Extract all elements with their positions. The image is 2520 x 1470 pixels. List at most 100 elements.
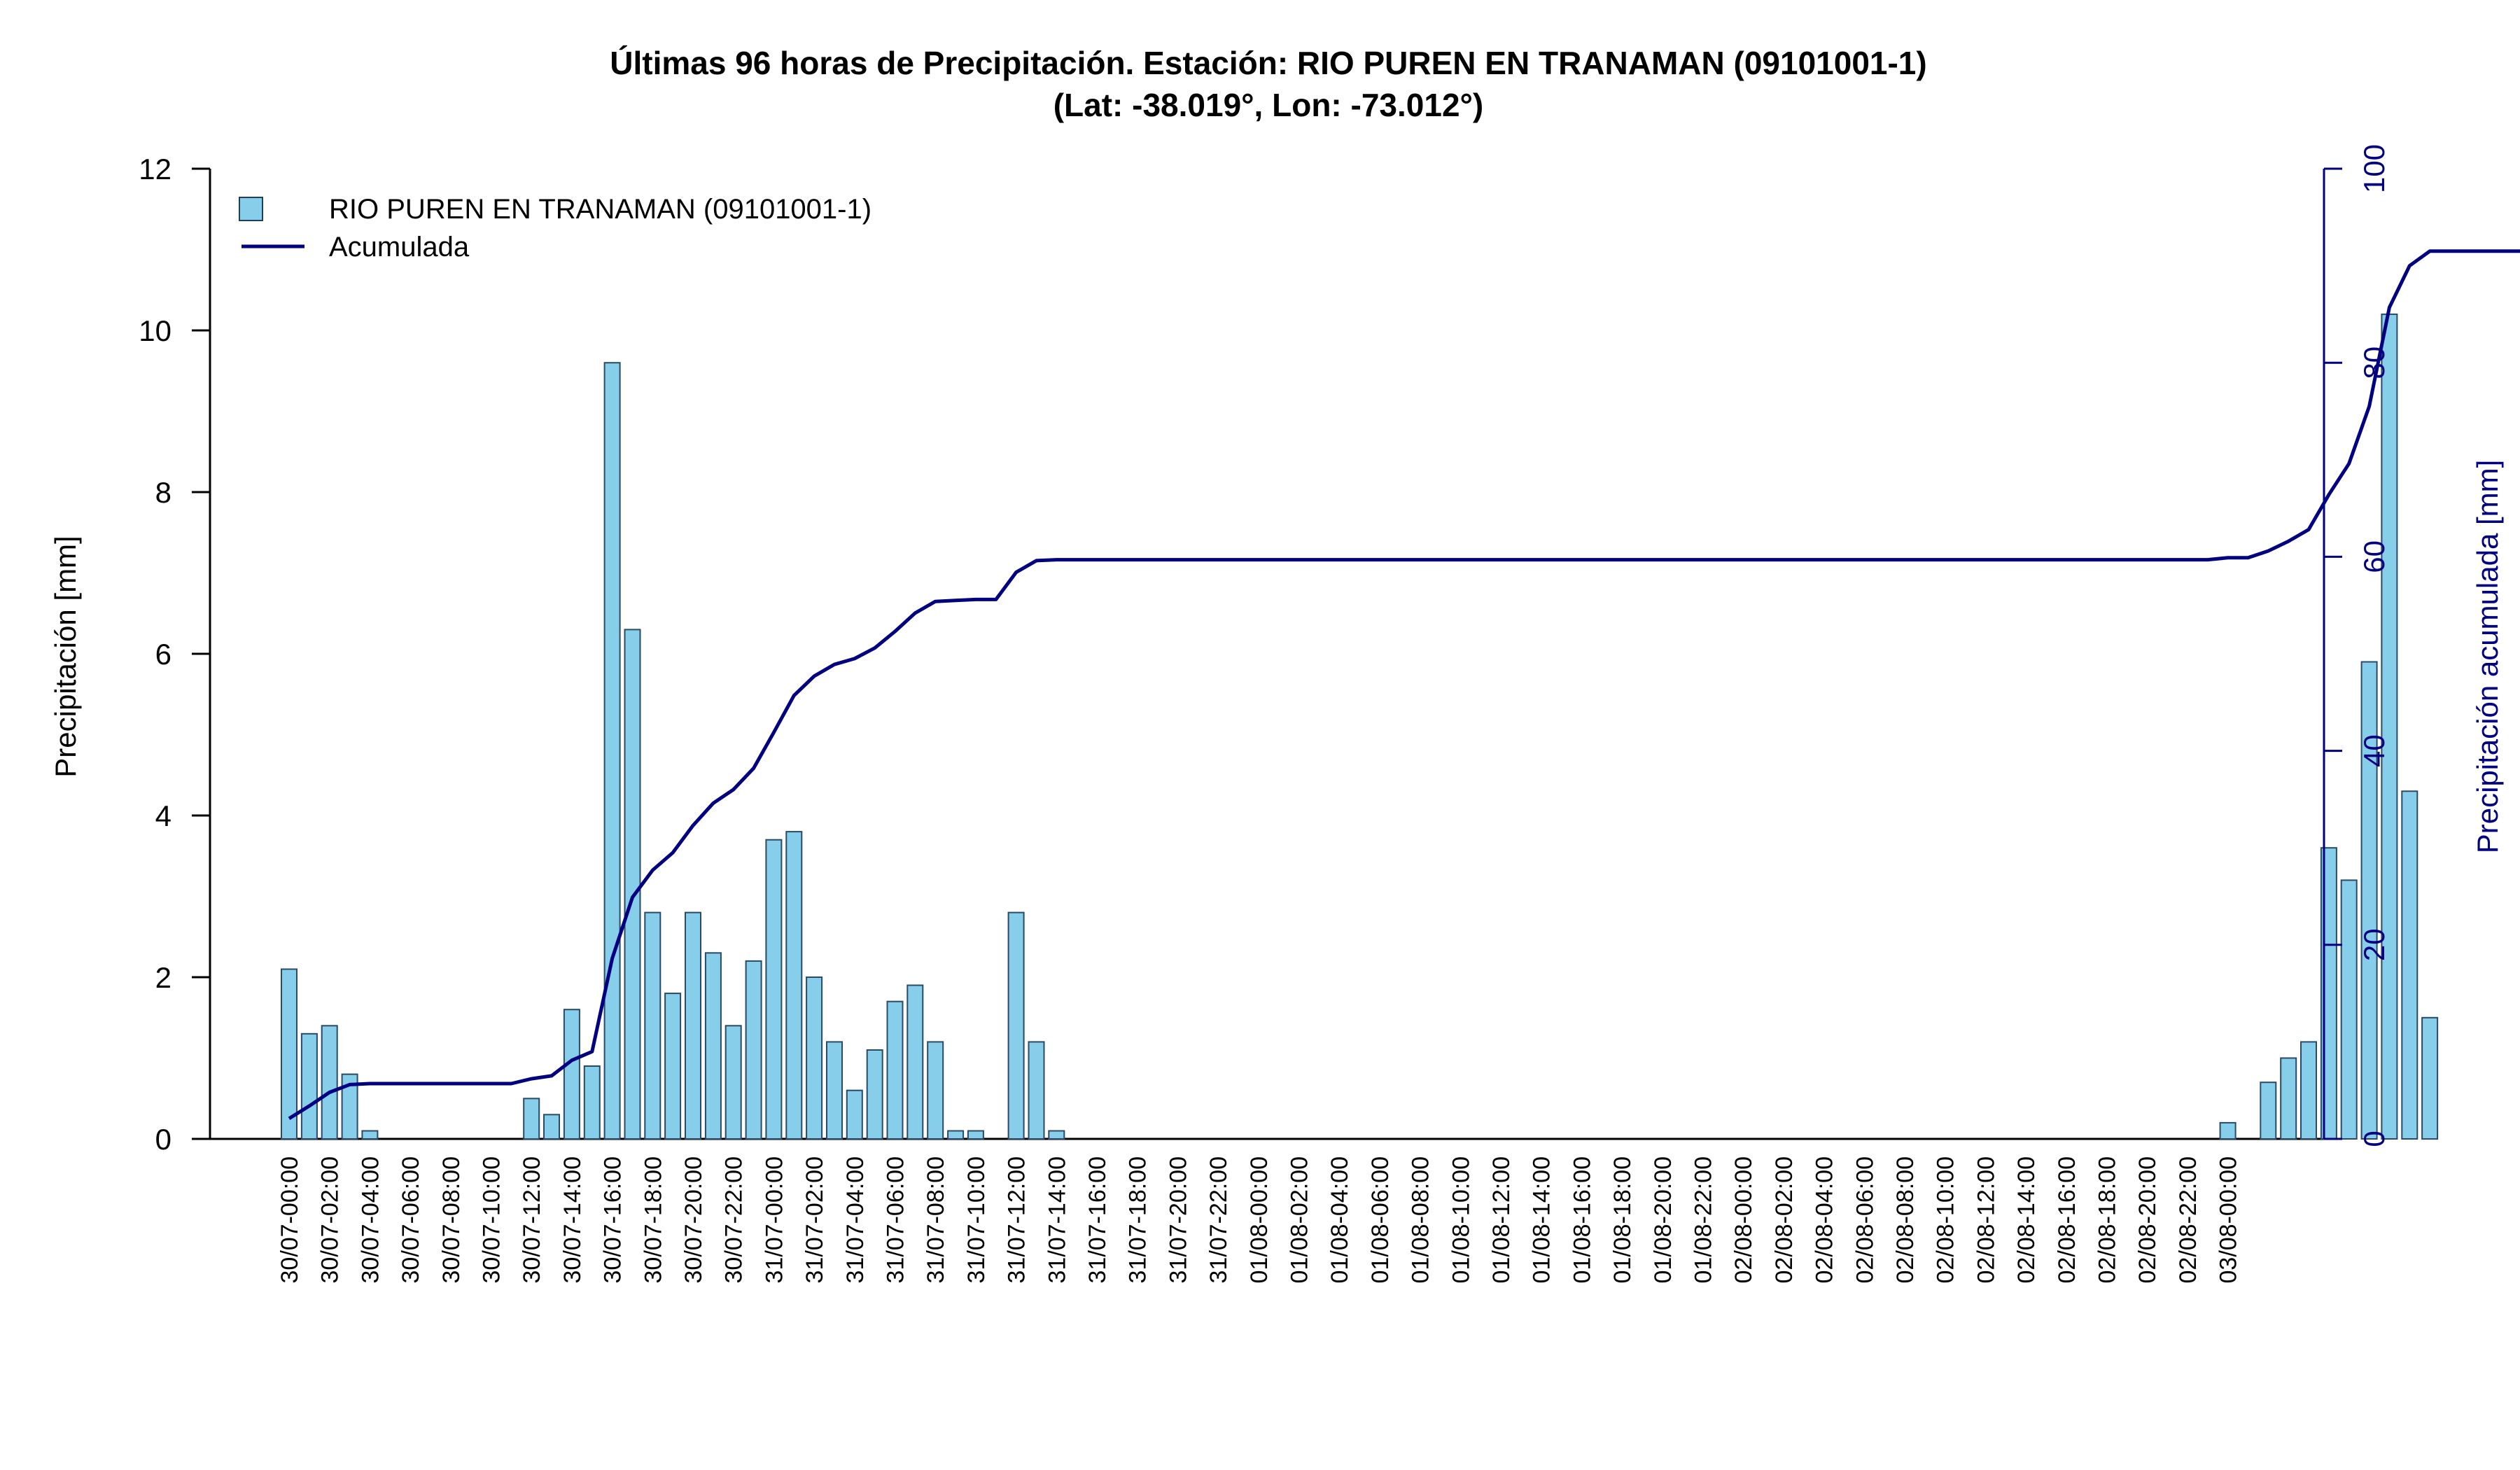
y-axis-label: Precipitación [mm] bbox=[49, 536, 82, 777]
left-tick-label: 10 bbox=[139, 314, 172, 347]
bar bbox=[685, 911, 701, 1140]
x-tick-label: 30/07-02:00 bbox=[317, 1156, 344, 1284]
x-tick-label: 02/08-00:00 bbox=[1730, 1156, 1757, 1284]
x-tick-label: 02/08-18:00 bbox=[2094, 1156, 2121, 1284]
x-tick-label: 31/07-10:00 bbox=[963, 1156, 990, 1284]
x-tick-label: 01/08-04:00 bbox=[1326, 1156, 1353, 1284]
bar bbox=[2381, 313, 2398, 1140]
bar bbox=[603, 362, 621, 1140]
bar bbox=[745, 960, 762, 1140]
bar bbox=[644, 911, 662, 1140]
bar bbox=[664, 993, 682, 1140]
x-tick-label: 01/08-10:00 bbox=[1448, 1156, 1474, 1284]
bar bbox=[341, 1073, 358, 1140]
x-tick-label: 02/08-22:00 bbox=[2175, 1156, 2202, 1284]
bar bbox=[846, 1089, 863, 1140]
bar bbox=[2300, 1041, 2317, 1140]
x-tick-label: 01/08-16:00 bbox=[1569, 1156, 1595, 1284]
bar bbox=[2340, 879, 2358, 1140]
x-tick-label: 01/08-14:00 bbox=[1529, 1156, 1555, 1284]
legend-label-bars: RIO PUREN EN TRANAMAN (09101001-1) bbox=[329, 194, 872, 225]
left-tick-label: 2 bbox=[155, 961, 172, 994]
x-tick-label: 31/07-02:00 bbox=[802, 1156, 828, 1284]
x-tick-label: 30/07-16:00 bbox=[600, 1156, 626, 1284]
bar bbox=[785, 831, 803, 1140]
x-tick-label: 02/08-14:00 bbox=[2013, 1156, 2040, 1284]
y-axis-right-label: Precipitación acumulada [mm] bbox=[2471, 460, 2504, 854]
x-tick-label: 30/07-20:00 bbox=[680, 1156, 707, 1284]
x-tick-label: 03/08-00:00 bbox=[2216, 1156, 2242, 1284]
x-tick-label: 31/07-22:00 bbox=[1205, 1156, 1232, 1284]
left-tick-label: 8 bbox=[155, 476, 172, 509]
x-tick-label: 30/07-04:00 bbox=[357, 1156, 384, 1284]
chart-subtitle: (Lat: -38.019°, Lon: -73.012°) bbox=[1054, 87, 1484, 123]
x-tick-label: 30/07-10:00 bbox=[479, 1156, 505, 1284]
x-tick-label: 31/07-14:00 bbox=[1044, 1156, 1070, 1284]
x-tick-label: 02/08-08:00 bbox=[1892, 1156, 1919, 1284]
x-tick-label: 31/07-12:00 bbox=[1004, 1156, 1030, 1284]
x-axis: 30/07-00:00 30/07-02:00 30/07-04:00 30/07-0… bbox=[276, 1156, 2242, 1284]
x-tick-label: 30/07-18:00 bbox=[640, 1156, 666, 1284]
x-tick-label: 02/08-10:00 bbox=[1933, 1156, 1959, 1284]
x-tick-label: 01/08-22:00 bbox=[1690, 1156, 1717, 1284]
x-tick-label: 01/08-02:00 bbox=[1287, 1156, 1313, 1284]
x-tick-label: 31/07-00:00 bbox=[761, 1156, 788, 1284]
x-tick-label: 02/08-02:00 bbox=[1771, 1156, 1798, 1284]
x-tick-label: 31/07-08:00 bbox=[923, 1156, 949, 1284]
right-tick-label: 80 bbox=[2358, 346, 2390, 379]
left-tick-label: 12 bbox=[139, 153, 172, 186]
left-tick-label: 6 bbox=[155, 638, 172, 671]
legend: RIO PUREN EN TRANAMAN (09101001-1) Acumu… bbox=[239, 194, 872, 262]
bar bbox=[826, 1041, 843, 1140]
x-tick-label: 01/08-00:00 bbox=[1246, 1156, 1273, 1284]
x-tick-label: 01/08-12:00 bbox=[1488, 1156, 1515, 1284]
bar bbox=[2360, 661, 2378, 1140]
bar bbox=[2260, 1082, 2277, 1140]
bar bbox=[2219, 1121, 2236, 1140]
x-tick-label: 01/08-20:00 bbox=[1650, 1156, 1676, 1284]
cumulative-line-layer bbox=[288, 249, 2520, 1121]
bar bbox=[321, 1025, 338, 1140]
x-tick-label: 01/08-08:00 bbox=[1408, 1156, 1434, 1284]
x-tick-label: 02/08-20:00 bbox=[2134, 1156, 2161, 1284]
bar bbox=[906, 984, 924, 1140]
bar bbox=[806, 976, 823, 1140]
bar bbox=[724, 1025, 742, 1140]
left-y-axis: 0 2 4 6 8 10 12 bbox=[139, 153, 211, 1156]
bar bbox=[624, 629, 641, 1140]
right-y-axis: 0 20 40 60 80 100 bbox=[2323, 144, 2390, 1147]
x-tick-label: 31/07-18:00 bbox=[1125, 1156, 1152, 1284]
x-tick-label: 02/08-04:00 bbox=[1812, 1156, 1838, 1284]
bar bbox=[2401, 790, 2418, 1140]
x-tick-label: 30/07-22:00 bbox=[721, 1156, 748, 1284]
bar bbox=[543, 1114, 560, 1140]
x-tick-label: 31/07-20:00 bbox=[1165, 1156, 1191, 1284]
x-tick-label: 30/07-14:00 bbox=[559, 1156, 586, 1284]
legend-label-line: Acumulada bbox=[329, 232, 470, 262]
bar bbox=[281, 968, 298, 1140]
right-tick-label: 0 bbox=[2358, 1130, 2390, 1147]
cumulative-line bbox=[288, 249, 2520, 1121]
bar bbox=[361, 1130, 379, 1140]
right-tick-label: 40 bbox=[2358, 734, 2390, 767]
bars-layer bbox=[281, 313, 2439, 1140]
bar bbox=[2280, 1057, 2297, 1140]
x-tick-label: 01/08-18:00 bbox=[1609, 1156, 1636, 1284]
x-tick-label: 31/07-16:00 bbox=[1084, 1156, 1111, 1284]
x-tick-label: 02/08-06:00 bbox=[1851, 1156, 1878, 1284]
x-tick-label: 31/07-06:00 bbox=[883, 1156, 909, 1284]
bar bbox=[947, 1130, 965, 1140]
bar bbox=[1048, 1130, 1065, 1140]
right-tick-label: 100 bbox=[2358, 144, 2390, 193]
bar bbox=[704, 952, 722, 1140]
x-tick-label: 31/07-04:00 bbox=[842, 1156, 869, 1284]
bar bbox=[765, 839, 783, 1140]
bar bbox=[967, 1130, 984, 1140]
x-tick-label: 02/08-16:00 bbox=[2054, 1156, 2080, 1284]
legend-bar-swatch bbox=[239, 197, 263, 221]
x-tick-label: 02/08-12:00 bbox=[1973, 1156, 1999, 1284]
bar bbox=[866, 1049, 883, 1140]
right-tick-label: 20 bbox=[2358, 928, 2390, 961]
chart-title: Últimas 96 horas de Precipitación. Estac… bbox=[610, 45, 1926, 81]
